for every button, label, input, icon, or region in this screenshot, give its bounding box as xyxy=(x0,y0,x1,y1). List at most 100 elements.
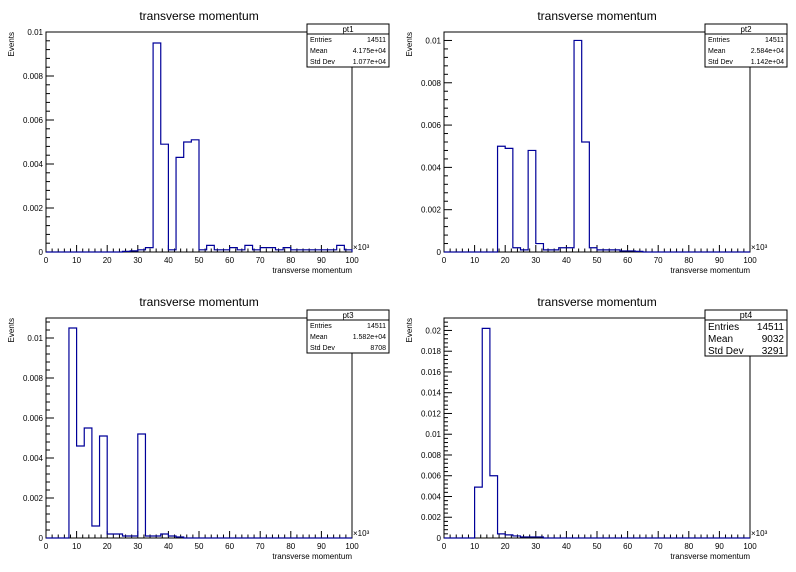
x-axis-label: transverse momentum xyxy=(670,266,750,275)
histogram-bin xyxy=(138,434,146,538)
y-axis-label: Events xyxy=(7,32,16,56)
histogram-svg: transverse momentum Events transverse mome… xyxy=(405,295,788,561)
x-axis-label: transverse momentum xyxy=(670,552,750,561)
stats-label: Std Dev xyxy=(708,346,744,357)
stats-value: 3291 xyxy=(762,346,785,357)
stats-value: 9032 xyxy=(762,334,785,345)
x-tick-label: 60 xyxy=(225,256,234,265)
x-axis: 0 10 20 30 40 50 60 70 80 90 100 xyxy=(44,245,359,265)
histogram-series xyxy=(444,39,750,253)
y-tick-label: 0 xyxy=(437,248,442,257)
x-tick-label: 70 xyxy=(654,256,663,265)
histogram-bin xyxy=(77,446,85,538)
y-tick-label: 0.004 xyxy=(421,163,442,172)
stats-label: Std Dev xyxy=(310,59,335,66)
y-tick-label: 0.01 xyxy=(27,334,43,343)
histogram-bin xyxy=(582,142,590,252)
chart-title: transverse momentum xyxy=(139,9,258,23)
x-tick-label: 40 xyxy=(164,542,173,551)
stats-label: Std Dev xyxy=(310,345,335,352)
x-tick-label: 10 xyxy=(470,542,479,551)
stats-box-name: pt1 xyxy=(342,25,354,34)
y-tick-label: 0.008 xyxy=(421,79,442,88)
stats-box: pt2 Entries 14511 Mean 2.584e+04 Std Dev 1.142… xyxy=(704,23,788,68)
x-axis-label: transverse momentum xyxy=(272,552,352,561)
x-axis: 0 10 20 30 40 50 60 70 80 90 100 xyxy=(442,245,757,265)
y-tick-label: 0.006 xyxy=(421,121,442,130)
x-tick-label: 90 xyxy=(317,542,326,551)
stats-value: 1.142e+04 xyxy=(751,59,784,66)
x-tick-label: 30 xyxy=(531,542,540,551)
histogram-bin xyxy=(245,245,253,252)
x-tick-label: 70 xyxy=(256,256,265,265)
stats-box-name: pt3 xyxy=(342,311,354,320)
y-tick-label: 0.006 xyxy=(421,472,442,481)
y-tick-label: 0.008 xyxy=(23,72,44,81)
chart-title: transverse momentum xyxy=(537,9,656,23)
x-tick-label: 10 xyxy=(72,256,81,265)
y-tick-label: 0.002 xyxy=(23,494,44,503)
x-tick-label: 0 xyxy=(442,256,447,265)
stats-label: Mean xyxy=(310,48,328,55)
histogram-svg: transverse momentum Events transverse mome… xyxy=(7,295,390,561)
stats-box-name: pt2 xyxy=(740,25,752,34)
plot-frame xyxy=(443,31,751,253)
x-tick-label: 70 xyxy=(654,542,663,551)
histogram-bin xyxy=(176,157,184,252)
y-tick-label: 0.018 xyxy=(421,347,442,356)
histogram-bin xyxy=(161,144,169,252)
x-tick-label: 50 xyxy=(195,256,204,265)
histogram-pad-pt1: transverse momentum Events transverse mome… xyxy=(0,0,398,286)
x-tick-label: 100 xyxy=(743,542,757,551)
histogram-series xyxy=(46,327,352,539)
histogram-outline xyxy=(444,327,750,539)
histogram-bin xyxy=(145,248,153,252)
y-tick-label: 0 xyxy=(39,248,44,257)
x-axis-multiplier: ×10³ xyxy=(353,529,370,538)
y-tick-label: 0.008 xyxy=(421,451,442,460)
x-axis-label: transverse momentum xyxy=(272,266,352,275)
stats-label: Mean xyxy=(708,48,726,55)
histogram-bin xyxy=(513,248,521,252)
x-axis-multiplier: ×10³ xyxy=(751,243,768,252)
histogram-outline xyxy=(444,39,750,253)
histogram-bin xyxy=(69,328,77,538)
y-axis: 0 0.002 0.004 0.006 0.008 0.01 xyxy=(23,28,54,257)
histogram-bin xyxy=(184,142,192,252)
y-tick-label: 0.006 xyxy=(23,116,44,125)
histogram-series xyxy=(46,42,353,253)
x-tick-label: 100 xyxy=(345,542,359,551)
x-tick-label: 70 xyxy=(256,542,265,551)
x-tick-label: 80 xyxy=(286,256,295,265)
x-axis-multiplier: ×10³ xyxy=(353,243,370,252)
stats-label: Entries xyxy=(708,322,739,333)
stats-box: pt3 Entries 14511 Mean 1.582e+04 Std Dev 8708 xyxy=(306,309,390,354)
x-tick-label: 90 xyxy=(715,256,724,265)
stats-value: 14511 xyxy=(765,37,784,44)
x-tick-label: 100 xyxy=(743,256,757,265)
x-tick-label: 40 xyxy=(562,542,571,551)
y-tick-label: 0.004 xyxy=(23,160,44,169)
y-tick-label: 0.016 xyxy=(421,368,442,377)
x-tick-label: 50 xyxy=(195,542,204,551)
x-tick-label: 40 xyxy=(562,256,571,265)
x-tick-label: 100 xyxy=(345,256,359,265)
stats-label: Entries xyxy=(708,37,730,44)
histogram-bin xyxy=(498,146,506,252)
histogram-bin xyxy=(475,487,483,538)
y-axis: 0 0.002 0.004 0.006 0.008 0.01 xyxy=(421,31,452,257)
histogram-bin xyxy=(482,328,490,538)
stats-box: pt1 Entries 14511 Mean 4.175e+04 Std Dev 1.077… xyxy=(306,23,390,68)
chart-title: transverse momentum xyxy=(537,295,656,309)
x-tick-label: 10 xyxy=(470,256,479,265)
x-axis: 0 10 20 30 40 50 60 70 80 90 100 xyxy=(44,531,359,551)
y-tick-label: 0.01 xyxy=(425,36,441,45)
stats-label: Mean xyxy=(708,334,733,345)
histogram-outline xyxy=(46,42,353,253)
stats-label: Mean xyxy=(310,334,328,341)
x-tick-label: 60 xyxy=(623,542,632,551)
histogram-bin xyxy=(505,148,513,252)
x-tick-label: 30 xyxy=(133,542,142,551)
x-tick-label: 20 xyxy=(501,256,510,265)
y-tick-label: 0.012 xyxy=(421,409,442,418)
